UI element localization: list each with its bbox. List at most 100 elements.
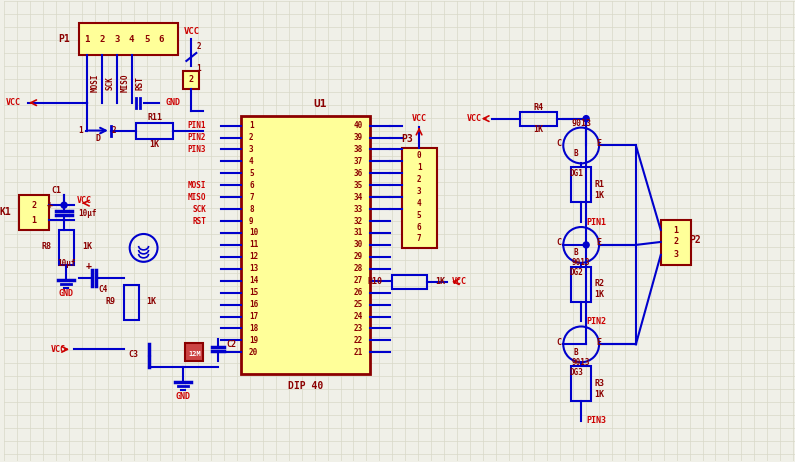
Text: 36: 36 bbox=[353, 169, 363, 178]
Text: 7: 7 bbox=[249, 193, 254, 202]
Text: 2: 2 bbox=[417, 175, 421, 184]
Text: E: E bbox=[596, 139, 602, 148]
Text: VCC: VCC bbox=[184, 27, 200, 36]
Text: 5: 5 bbox=[249, 169, 254, 178]
Text: 16: 16 bbox=[249, 300, 258, 309]
Text: 1: 1 bbox=[417, 163, 421, 172]
Text: VCC: VCC bbox=[6, 98, 21, 107]
Text: 35: 35 bbox=[353, 181, 363, 190]
Text: 2: 2 bbox=[673, 237, 678, 246]
Text: 9013: 9013 bbox=[572, 258, 591, 267]
Text: RST: RST bbox=[136, 76, 145, 90]
Text: D: D bbox=[96, 134, 101, 143]
Text: 12M: 12M bbox=[188, 351, 200, 357]
Text: 19: 19 bbox=[249, 336, 258, 345]
Text: 3: 3 bbox=[417, 187, 421, 196]
Text: 38: 38 bbox=[353, 145, 363, 154]
Text: 30: 30 bbox=[353, 240, 363, 249]
Text: 10μf: 10μf bbox=[78, 209, 96, 218]
Circle shape bbox=[584, 116, 589, 122]
Text: GND: GND bbox=[176, 392, 191, 401]
Circle shape bbox=[584, 242, 589, 248]
Text: 25: 25 bbox=[353, 300, 363, 309]
Text: 5: 5 bbox=[417, 211, 421, 219]
Text: DG3: DG3 bbox=[569, 368, 584, 377]
Text: 1K: 1K bbox=[435, 277, 445, 286]
Text: 6: 6 bbox=[417, 223, 421, 231]
Text: VCC: VCC bbox=[452, 277, 467, 286]
Text: 32: 32 bbox=[353, 217, 363, 225]
Circle shape bbox=[61, 202, 67, 208]
Text: 1: 1 bbox=[673, 225, 678, 235]
Text: 2: 2 bbox=[111, 126, 116, 135]
Text: 1: 1 bbox=[249, 121, 254, 130]
Text: B: B bbox=[574, 249, 579, 257]
Text: U1: U1 bbox=[314, 99, 328, 109]
Text: DG2: DG2 bbox=[569, 268, 584, 277]
Text: C: C bbox=[556, 238, 562, 248]
Text: PIN1: PIN1 bbox=[586, 218, 606, 226]
Text: C1: C1 bbox=[51, 186, 61, 195]
Text: 20: 20 bbox=[249, 348, 258, 357]
Text: C: C bbox=[556, 139, 562, 148]
FancyBboxPatch shape bbox=[241, 116, 370, 374]
Text: 6: 6 bbox=[159, 35, 165, 43]
Text: MISO: MISO bbox=[188, 193, 206, 202]
Text: 14: 14 bbox=[249, 276, 258, 285]
Text: 9013: 9013 bbox=[572, 358, 591, 367]
Text: 0: 0 bbox=[417, 151, 421, 160]
Text: 3: 3 bbox=[249, 145, 254, 154]
Text: B: B bbox=[574, 348, 579, 357]
FancyBboxPatch shape bbox=[184, 71, 200, 89]
Text: P2: P2 bbox=[690, 235, 701, 245]
Text: DIP 40: DIP 40 bbox=[288, 381, 324, 391]
Text: PIN3: PIN3 bbox=[188, 145, 206, 154]
Text: 5: 5 bbox=[144, 35, 149, 43]
Text: 18: 18 bbox=[249, 324, 258, 333]
FancyBboxPatch shape bbox=[661, 220, 691, 265]
Text: SCK: SCK bbox=[192, 205, 206, 213]
Text: 1: 1 bbox=[196, 64, 201, 73]
Text: 22: 22 bbox=[353, 336, 363, 345]
FancyBboxPatch shape bbox=[185, 343, 204, 361]
Text: GND: GND bbox=[59, 289, 73, 298]
Text: 4: 4 bbox=[249, 157, 254, 166]
Text: 27: 27 bbox=[353, 276, 363, 285]
Text: 39: 39 bbox=[353, 133, 363, 142]
Text: C: C bbox=[556, 338, 562, 347]
Text: PIN2: PIN2 bbox=[188, 133, 206, 142]
Text: P3: P3 bbox=[401, 134, 413, 144]
Text: 15: 15 bbox=[249, 288, 258, 297]
Text: +: + bbox=[86, 261, 92, 271]
Text: 4: 4 bbox=[129, 35, 134, 43]
Text: 1: 1 bbox=[84, 35, 90, 43]
Text: VCC: VCC bbox=[76, 196, 91, 205]
Text: 7: 7 bbox=[417, 234, 421, 243]
FancyBboxPatch shape bbox=[402, 148, 437, 248]
Text: RST: RST bbox=[192, 217, 206, 225]
Text: R10: R10 bbox=[367, 277, 382, 286]
Text: P1: P1 bbox=[58, 34, 70, 44]
Text: B: B bbox=[574, 149, 579, 158]
Text: 8: 8 bbox=[249, 205, 254, 213]
Text: 23: 23 bbox=[353, 324, 363, 333]
Text: 2: 2 bbox=[99, 35, 104, 43]
Text: K1: K1 bbox=[0, 207, 11, 217]
Text: 6: 6 bbox=[249, 181, 254, 190]
Text: E: E bbox=[596, 238, 602, 248]
Text: 4: 4 bbox=[417, 199, 421, 207]
Text: 12: 12 bbox=[249, 252, 258, 261]
Text: 2: 2 bbox=[196, 42, 201, 50]
Text: 1K: 1K bbox=[146, 297, 157, 306]
Text: R11: R11 bbox=[147, 113, 162, 122]
Text: R2: R2 bbox=[594, 279, 604, 288]
Text: C2: C2 bbox=[226, 340, 236, 349]
FancyBboxPatch shape bbox=[79, 23, 178, 55]
Text: 13: 13 bbox=[249, 264, 258, 274]
Text: 10: 10 bbox=[249, 229, 258, 237]
Text: 10μf: 10μf bbox=[57, 259, 76, 268]
Text: 9: 9 bbox=[249, 217, 254, 225]
Text: 26: 26 bbox=[353, 288, 363, 297]
Text: VCC: VCC bbox=[467, 114, 482, 123]
Text: R1: R1 bbox=[594, 180, 604, 189]
